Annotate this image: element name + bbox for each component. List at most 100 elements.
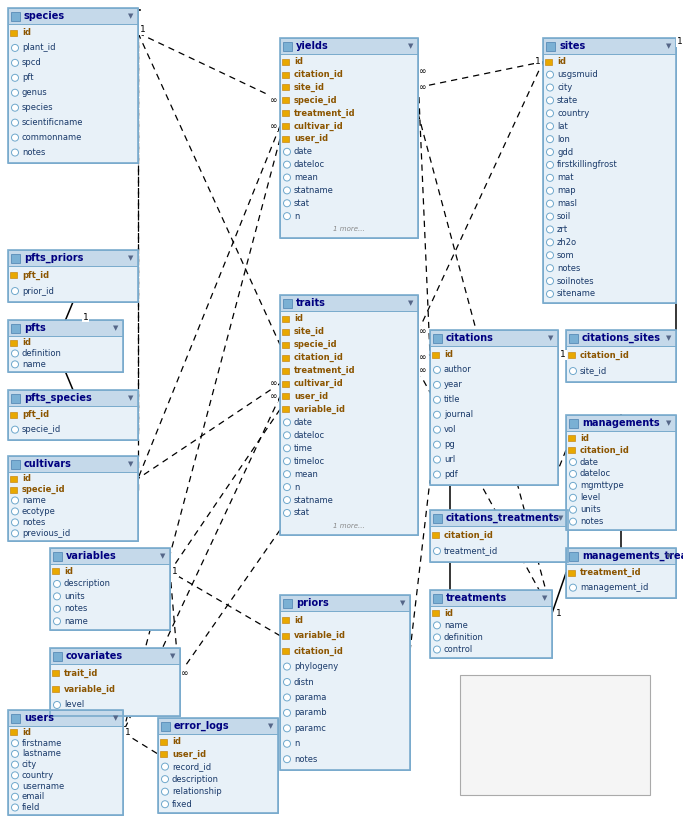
Text: site_id: site_id: [294, 82, 325, 92]
Bar: [158, 734, 278, 813]
Bar: [568, 447, 575, 453]
Bar: [11, 394, 20, 403]
Text: masl: masl: [557, 199, 577, 208]
Text: zh2o: zh2o: [557, 238, 577, 247]
Bar: [282, 380, 289, 386]
Text: covariates: covariates: [66, 651, 123, 661]
Text: phylogeny: phylogeny: [294, 662, 338, 671]
Text: ∞: ∞: [419, 67, 427, 76]
Bar: [460, 675, 650, 795]
Text: citation_id: citation_id: [294, 353, 344, 362]
Text: citations: citations: [446, 333, 494, 343]
Bar: [282, 84, 289, 91]
Text: pfts_species: pfts_species: [24, 393, 92, 403]
Circle shape: [53, 593, 61, 600]
Bar: [10, 729, 17, 735]
Bar: [8, 24, 138, 163]
Text: treatment_id: treatment_id: [294, 109, 356, 118]
Text: dateloc: dateloc: [294, 431, 325, 440]
Text: firstkillingfrost: firstkillingfrost: [557, 160, 617, 169]
Circle shape: [546, 213, 553, 220]
Bar: [566, 330, 676, 346]
Text: citations_sites: citations_sites: [582, 332, 661, 343]
Bar: [433, 514, 442, 523]
Text: prior_id: prior_id: [22, 286, 54, 295]
Circle shape: [12, 427, 18, 433]
Bar: [8, 250, 138, 266]
Bar: [8, 406, 138, 440]
Circle shape: [434, 634, 441, 641]
Bar: [11, 460, 20, 469]
Text: notes: notes: [580, 517, 603, 526]
Circle shape: [570, 483, 576, 489]
Circle shape: [12, 519, 18, 526]
Text: commonname: commonname: [22, 133, 83, 142]
Text: ▼: ▼: [170, 653, 176, 659]
Text: n: n: [294, 483, 299, 492]
Circle shape: [434, 396, 441, 403]
Bar: [546, 42, 555, 51]
Text: soil: soil: [557, 212, 571, 221]
Text: title: title: [444, 395, 460, 404]
Circle shape: [12, 350, 18, 357]
Text: variables: variables: [66, 551, 117, 561]
Text: 1: 1: [535, 57, 541, 66]
Text: ▼: ▼: [128, 395, 134, 401]
Bar: [8, 456, 138, 472]
Bar: [430, 590, 552, 606]
Bar: [545, 59, 552, 64]
Text: field: field: [22, 803, 40, 812]
Bar: [8, 710, 123, 815]
Circle shape: [570, 518, 576, 526]
Bar: [50, 664, 180, 716]
Circle shape: [546, 252, 553, 259]
Text: pfts_priors: pfts_priors: [24, 253, 83, 263]
Text: ▼: ▼: [161, 553, 166, 559]
Bar: [543, 54, 676, 303]
Text: state: state: [557, 96, 579, 105]
Text: ▼: ▼: [128, 13, 134, 19]
Bar: [8, 250, 138, 302]
Text: timeloc: timeloc: [294, 457, 325, 465]
Circle shape: [12, 740, 18, 747]
Text: email: email: [22, 792, 45, 801]
Text: gdd: gdd: [557, 148, 573, 157]
Circle shape: [53, 701, 61, 709]
Text: sites: sites: [559, 41, 585, 51]
Circle shape: [12, 288, 18, 295]
Text: citation_id: citation_id: [580, 446, 630, 455]
Circle shape: [546, 84, 553, 91]
Text: trait_id: trait_id: [64, 669, 98, 678]
Circle shape: [434, 427, 441, 433]
Bar: [11, 254, 20, 263]
Circle shape: [434, 456, 441, 463]
Bar: [8, 336, 123, 372]
Circle shape: [434, 646, 441, 653]
Text: ∞: ∞: [419, 353, 427, 362]
Bar: [433, 594, 442, 603]
Text: som: som: [557, 251, 574, 260]
Text: ▼: ▼: [408, 300, 414, 306]
Text: n: n: [294, 739, 299, 748]
Text: date: date: [294, 148, 313, 156]
Bar: [432, 532, 439, 539]
Circle shape: [283, 497, 290, 503]
Circle shape: [570, 470, 576, 478]
Text: id: id: [22, 474, 31, 483]
Text: ∞: ∞: [270, 392, 278, 401]
Text: genus: genus: [22, 88, 48, 97]
Bar: [50, 564, 170, 630]
Circle shape: [12, 761, 18, 768]
Circle shape: [12, 45, 18, 51]
Text: id: id: [580, 434, 589, 443]
Text: mean: mean: [294, 469, 318, 478]
Bar: [282, 394, 289, 399]
Text: dateloc: dateloc: [580, 469, 611, 478]
Text: relationship: relationship: [172, 787, 222, 796]
Circle shape: [283, 161, 290, 168]
Text: plant_id: plant_id: [22, 44, 55, 53]
Bar: [8, 8, 138, 24]
Circle shape: [161, 776, 169, 783]
Text: pdf: pdf: [444, 470, 458, 479]
Text: author: author: [444, 365, 472, 375]
